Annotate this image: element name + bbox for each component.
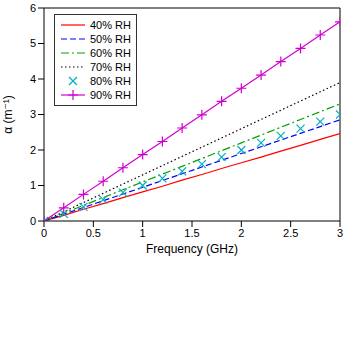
svg-text:5: 5	[30, 37, 36, 49]
svg-text:3: 3	[337, 227, 343, 239]
svg-text:1: 1	[30, 179, 36, 191]
html-text:40% RH: 40% RH	[90, 19, 131, 31]
svg-text:6: 6	[30, 2, 36, 14]
svg-text:2: 2	[238, 227, 244, 239]
svg-text:0: 0	[41, 227, 47, 239]
svg-text:Frequency (GHz): Frequency (GHz)	[146, 242, 238, 256]
svg-text:0.5: 0.5	[86, 227, 101, 239]
html-text:90% RH: 90% RH	[90, 89, 131, 101]
svg-text:2.5: 2.5	[283, 227, 298, 239]
svg-text:1.5: 1.5	[184, 227, 199, 239]
svg-text:4: 4	[30, 73, 36, 85]
html-text:60% RH: 60% RH	[90, 47, 131, 59]
svg-text:3: 3	[30, 108, 36, 120]
html-text:70% RH: 70% RH	[90, 61, 131, 73]
svg-text:1: 1	[140, 227, 146, 239]
svg-text:0: 0	[30, 215, 36, 227]
svg-text:α (m⁻¹): α (m⁻¹)	[1, 95, 15, 134]
html-text:80% RH: 80% RH	[90, 75, 131, 87]
html-text:50% RH: 50% RH	[90, 33, 131, 45]
svg-text:2: 2	[30, 144, 36, 156]
